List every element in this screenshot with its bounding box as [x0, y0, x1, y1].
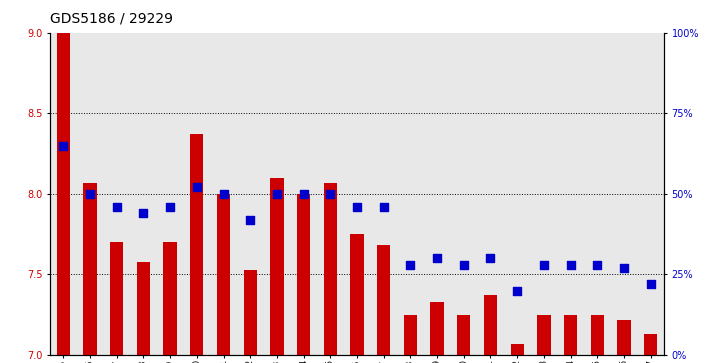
Bar — [484, 295, 497, 355]
Bar — [564, 315, 577, 355]
Bar — [644, 334, 658, 355]
Bar — [323, 183, 337, 355]
Bar — [270, 178, 283, 355]
Bar — [618, 320, 630, 355]
Bar — [537, 315, 550, 355]
Point — [485, 256, 496, 261]
Point — [244, 217, 256, 223]
Bar — [84, 183, 96, 355]
Bar — [164, 242, 177, 355]
Point — [271, 191, 283, 197]
Bar — [56, 33, 70, 355]
Bar — [511, 344, 524, 355]
Point — [351, 204, 363, 210]
Bar — [590, 315, 604, 355]
Point — [458, 262, 470, 268]
Point — [538, 262, 550, 268]
Point — [218, 191, 229, 197]
Bar — [431, 302, 444, 355]
Point — [592, 262, 603, 268]
Point — [111, 204, 122, 210]
Point — [431, 256, 443, 261]
Bar — [190, 134, 203, 355]
Bar — [217, 194, 230, 355]
Point — [511, 288, 523, 294]
Point — [378, 204, 389, 210]
Bar — [243, 270, 257, 355]
Bar — [403, 315, 417, 355]
Point — [565, 262, 576, 268]
Point — [58, 143, 69, 148]
Point — [645, 281, 656, 287]
Point — [298, 191, 309, 197]
Bar — [297, 194, 311, 355]
Point — [405, 262, 416, 268]
Point — [138, 210, 149, 216]
Point — [618, 265, 630, 271]
Point — [191, 184, 203, 190]
Point — [164, 204, 176, 210]
Text: GDS5186 / 29229: GDS5186 / 29229 — [50, 11, 173, 25]
Point — [84, 191, 96, 197]
Bar — [377, 245, 391, 355]
Bar — [457, 315, 471, 355]
Bar — [351, 234, 363, 355]
Bar — [110, 242, 124, 355]
Bar — [137, 262, 150, 355]
Point — [325, 191, 336, 197]
